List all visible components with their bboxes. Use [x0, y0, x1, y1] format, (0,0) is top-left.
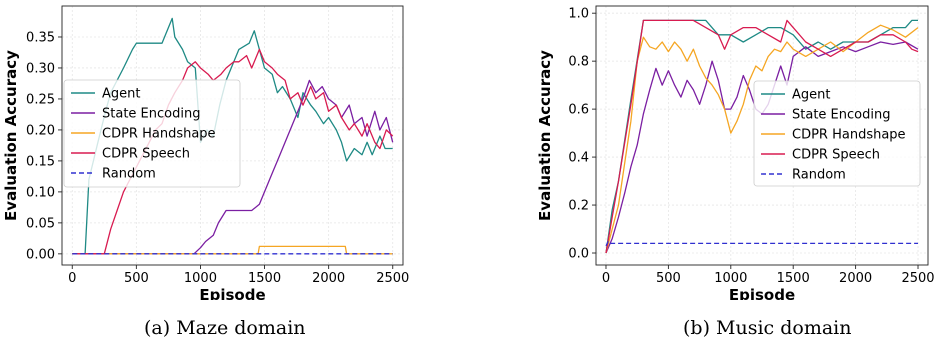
legend-label: Agent: [792, 88, 830, 103]
y-tick-label: 0.30: [26, 61, 55, 76]
legend-label: CDPR Handshape: [102, 127, 216, 142]
y-tick-label: 0.20: [26, 123, 55, 138]
x-tick-label: 1000: [714, 271, 747, 286]
chart-maze: 0 500 1000 1500 2000 2500 0.00 0.05 0.10 0.15 0.20…: [2, 5, 409, 304]
y-tick-label: 0.10: [26, 185, 55, 200]
series-line-agent: [72, 17, 393, 255]
y-tick-label: 0.15: [26, 154, 55, 169]
y-tick-label: 0.2: [568, 199, 589, 214]
legend-label: CDPR Handshape: [792, 128, 906, 143]
y-tick-label: 1.0: [568, 7, 589, 22]
y-axis-label: Evaluation Accuracy: [2, 50, 20, 221]
y-tick-label: 0.0: [568, 247, 589, 262]
x-tick-label: 2500: [376, 271, 409, 286]
series-line-cdpr-handshape: [605, 24, 919, 254]
y-axis-label: Evaluation Accuracy: [536, 50, 554, 221]
legend-label: Random: [102, 167, 156, 182]
plot-frame: [595, 5, 929, 266]
x-tick-label: 1500: [248, 271, 281, 286]
chart-panel-maze: 0 500 1000 1500 2000 2500 0.00 0.05 0.10 0.15 0.20…: [2, 5, 409, 304]
chart-music: 0 500 1000 1500 2000 2500 0.0 0.2 0.4 0.6 0.8 1.0 Ep…: [536, 5, 935, 304]
x-tick-label: 0: [68, 271, 76, 286]
x-tick-label: 500: [656, 271, 681, 286]
x-tick-label: 0: [602, 271, 610, 286]
y-tick-label: 0.8: [568, 55, 589, 70]
series-line-state-encoding: [72, 79, 394, 255]
legend-label: Agent: [102, 87, 140, 102]
legend-label: State Encoding: [102, 107, 200, 122]
x-tick-label: 2000: [312, 271, 345, 286]
y-tick-label: 0.6: [568, 103, 589, 118]
y-tick-label: 0.25: [26, 92, 55, 107]
legend-box: [753, 80, 921, 187]
legend-label: State Encoding: [792, 108, 890, 123]
series-line-state-encoding: [605, 41, 919, 254]
y-tick-label: 0.05: [26, 216, 55, 231]
y-tick-label: 0.35: [26, 30, 55, 45]
series-line-random: [605, 240, 918, 247]
caption-maze: (a) Maze domain: [144, 317, 306, 339]
x-tick-label: 2500: [901, 271, 934, 286]
x-tick-label: 1500: [777, 271, 810, 286]
y-tick-label: 0.00: [26, 247, 55, 262]
x-tick-label: 500: [124, 271, 149, 286]
legend-box: [63, 79, 241, 188]
x-axis-label: Episode: [199, 286, 265, 300]
legend-label: CDPR Speech: [102, 147, 190, 162]
x-tick-label: 2000: [839, 271, 872, 286]
y-tick-label: 0.4: [568, 151, 589, 166]
caption-music: (b) Music domain: [683, 317, 852, 339]
x-axis-label: Episode: [729, 286, 795, 300]
legend-label: CDPR Speech: [792, 148, 880, 163]
series-line-cdpr-speech: [605, 19, 919, 254]
x-tick-label: 1000: [184, 271, 217, 286]
chart-panel-music: 0 500 1000 1500 2000 2500 0.0 0.2 0.4 0.6 0.8 1.0 Ep…: [469, 0, 938, 343]
series-line-cdpr-handshape: [72, 245, 393, 255]
plot-frame: [61, 5, 404, 266]
legend-label: Random: [792, 168, 846, 183]
